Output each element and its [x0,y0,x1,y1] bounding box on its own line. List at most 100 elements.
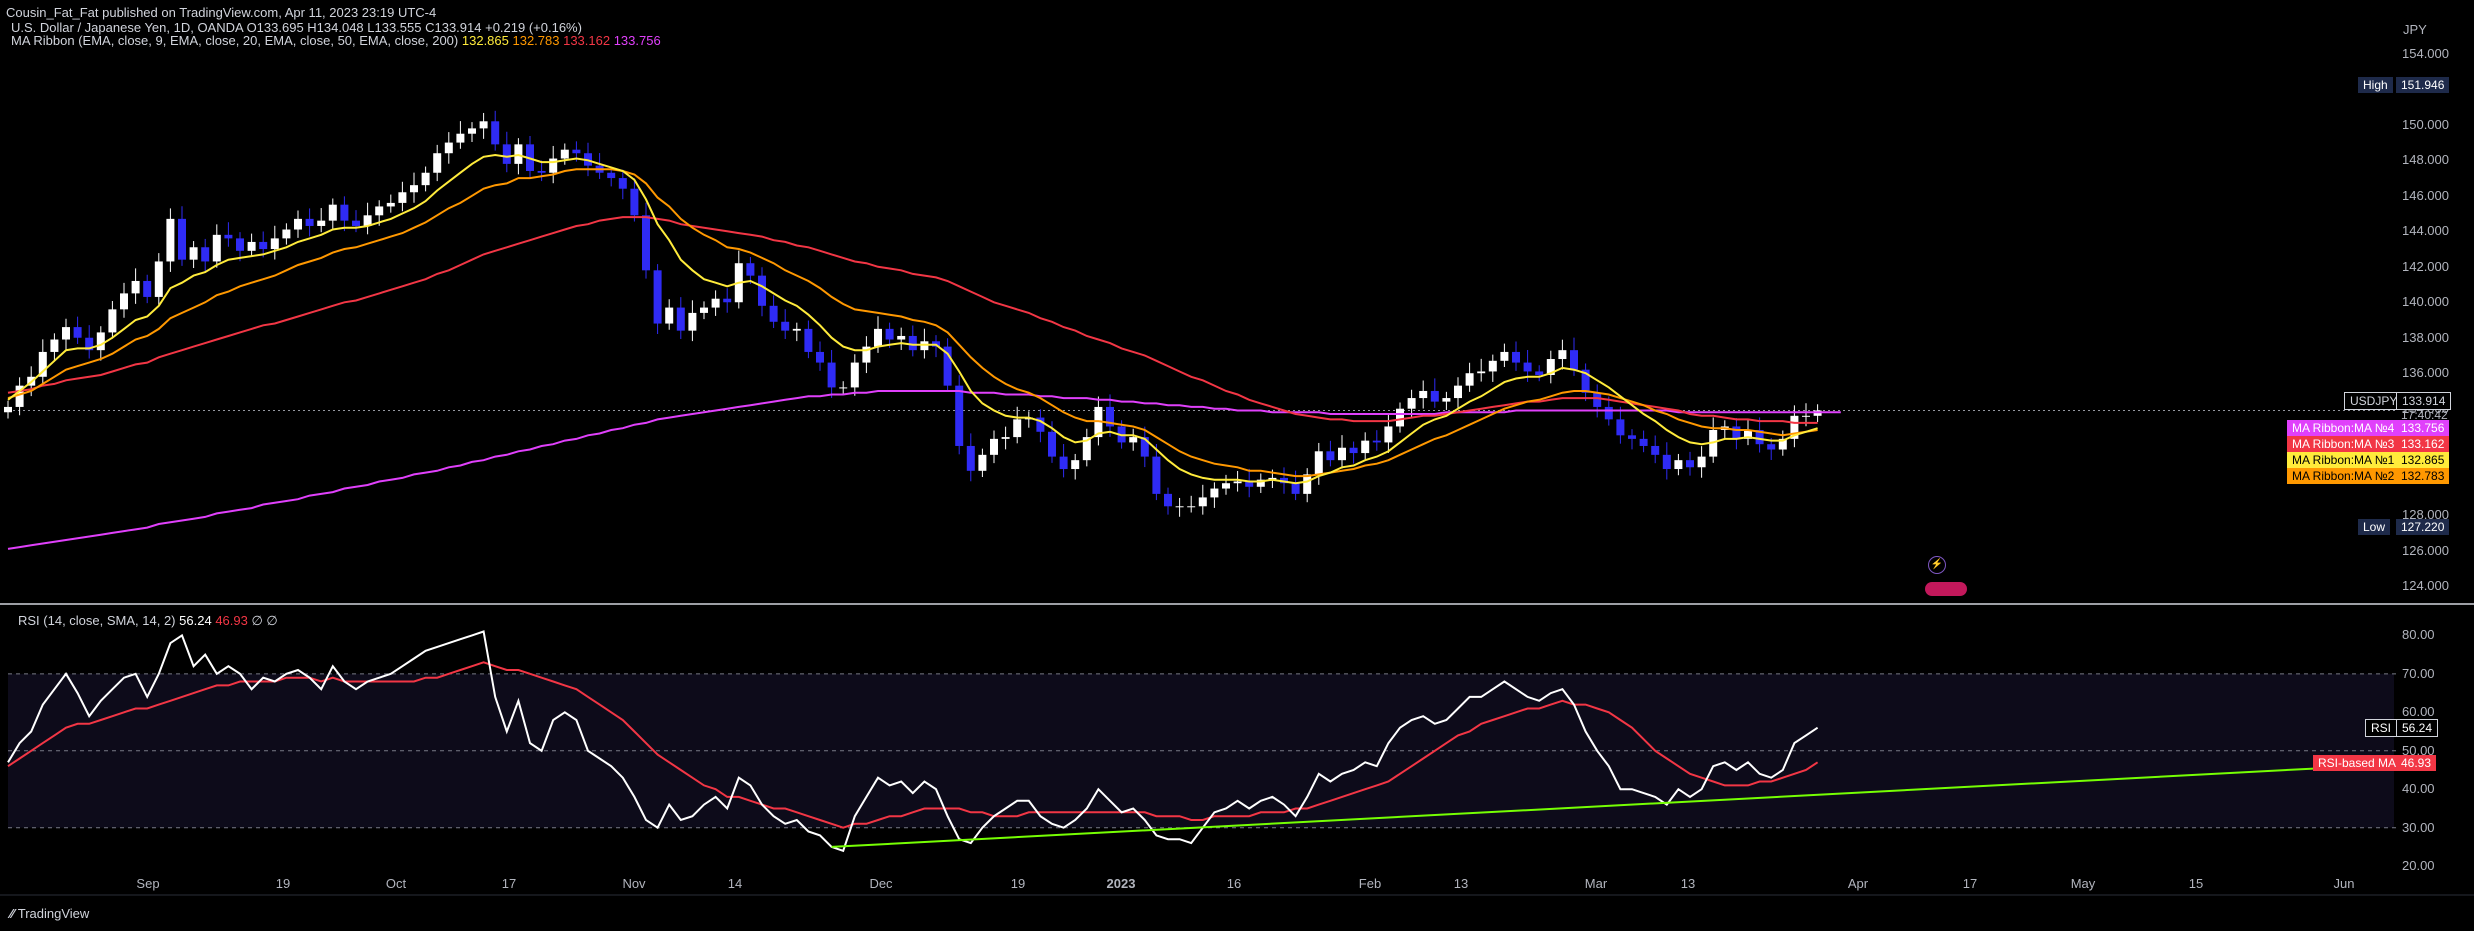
candle [96,332,105,351]
candle [1372,440,1381,443]
rsi-tick: 60.00 [2402,704,2435,720]
candle [850,362,859,388]
rsi-tick: 70.00 [2402,665,2435,681]
candle [1802,415,1810,417]
time-tick: 14 [727,876,743,891]
candle [1187,506,1196,508]
candle [1512,351,1520,363]
price-tick: 124.000 [2402,578,2449,594]
candle [1059,456,1068,470]
candle [282,229,291,239]
publish-info: Cousin_Fat_Fat published on TradingView.… [6,5,437,20]
candle [885,328,894,340]
candle [862,346,871,363]
candle [1303,474,1312,494]
rsi-legend[interactable]: RSI (14, close, SMA, 14, 2) 56.24 46.93 … [18,613,278,629]
time-tick: Jun [2333,876,2355,891]
candle [108,309,117,333]
candle [1164,493,1172,507]
symbol-ohlc-line[interactable]: U.S. Dollar / Japanese Yen, 1D, OANDA O1… [11,20,582,35]
candle [131,280,140,294]
ma-tag-label: MA Ribbon:MA №3 [2287,436,2400,452]
tradingview-logo-icon: ⁄⁄ [10,906,15,921]
rsi-tick: 40.00 [2402,781,2435,797]
candle [978,454,987,471]
candle [1558,350,1567,360]
tradingview-logo[interactable]: ⁄⁄ TradingView [10,906,89,921]
candle [1048,431,1056,457]
candle [62,327,70,340]
candle [1593,392,1602,407]
ma-ribbon-legend[interactable]: MA Ribbon (EMA, close, 9, EMA, close, 20… [11,33,661,48]
candle [618,178,627,189]
candle [607,172,616,179]
ma-tag-value: 133.162 [2396,436,2450,452]
lightning-event-icon[interactable]: ⚡ [1928,556,1946,574]
candle [166,218,175,262]
time-tick: Nov [622,876,646,891]
countdown-tag: 17:40:42 [2401,408,2448,422]
candle [1500,351,1509,361]
candle [1535,371,1544,375]
ema50-line [7,216,1818,424]
time-tick: 2023 [1106,876,1136,891]
economic-events-flags-icon[interactable] [1925,582,1967,596]
candle [38,351,47,377]
candle [201,247,210,262]
candle [746,263,755,276]
candle [1465,373,1474,386]
candle [1349,447,1358,454]
candle [1454,385,1462,399]
candle [1488,360,1497,372]
candle [1314,451,1323,475]
candle [340,204,349,221]
candle [792,328,801,331]
candle [642,215,650,271]
rsi-ma-value: 46.93 [215,613,248,628]
price-tick: 142.000 [2402,258,2449,274]
price-tick: 144.000 [2402,223,2449,239]
rsi-value: 56.24 [179,613,212,628]
candle [375,206,384,216]
rsi-tag-value: 56.24 [2396,719,2439,737]
last-price-tag: 133.914 [2396,392,2452,410]
time-tick: 16 [1226,876,1242,891]
time-tick: Feb [1358,876,1382,891]
price-tick: 154.000 [2402,45,2449,61]
time-tick: May [2070,876,2096,891]
candle [1662,454,1671,470]
candle [1233,481,1242,484]
ema9-line [7,153,1818,485]
candle [711,298,720,308]
candle [1767,444,1776,450]
currency-label: JPY [2403,22,2427,37]
candle [4,406,12,413]
ema200-line [7,390,1841,550]
candle [1419,390,1428,399]
candle [1129,437,1138,443]
candle [897,335,906,340]
candle [839,387,848,389]
ma-tag-value: 132.783 [2396,468,2450,484]
price-tick: 146.000 [2402,187,2449,203]
candle [120,293,128,310]
ma-tag-label: MA Ribbon:MA №4 [2287,420,2400,436]
candle [676,307,685,331]
candle [73,327,82,338]
candle [1384,426,1393,443]
candle [15,385,24,407]
rsi-trendline [831,767,2317,848]
price-tick: 136.000 [2402,365,2449,381]
candle [456,133,465,143]
candle [1361,440,1370,454]
candle [224,234,233,239]
candle [1407,398,1416,409]
candle [665,307,674,324]
candle [560,149,569,159]
candle [816,351,824,363]
time-tick: 17 [1962,876,1978,891]
candle [85,337,94,351]
high-tag-value: 151.946 [2396,77,2450,93]
candle [827,362,836,388]
